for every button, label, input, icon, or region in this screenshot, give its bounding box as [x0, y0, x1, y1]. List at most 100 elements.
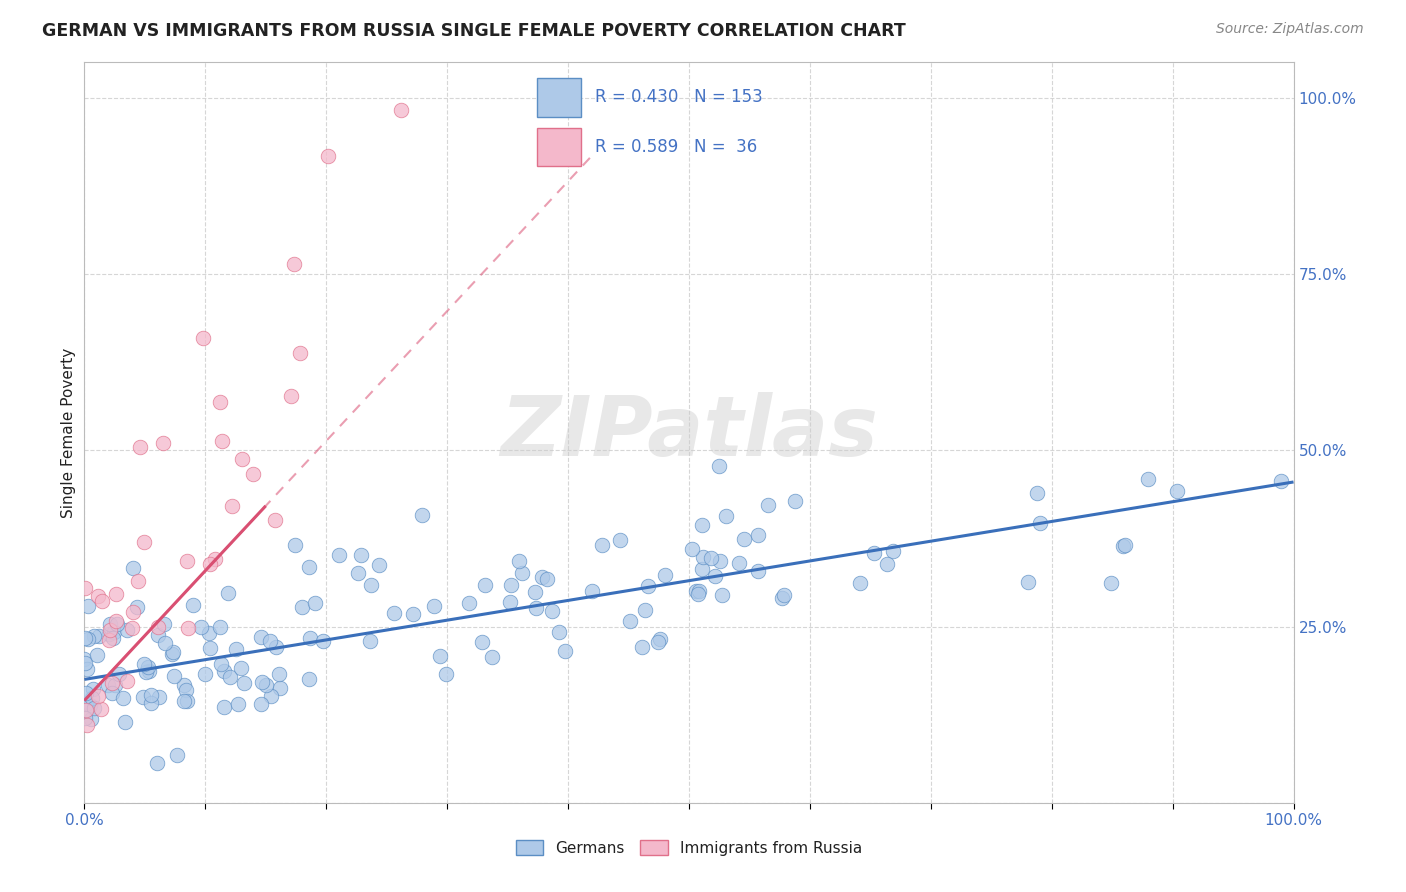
Point — [132, 657, 155, 671]
Point — [254, 678, 277, 692]
Point — [86, 648, 108, 662]
Point — [360, 578, 382, 592]
Point — [194, 667, 217, 681]
Point — [328, 549, 350, 563]
Point — [471, 635, 494, 649]
Point — [269, 681, 291, 695]
Point — [221, 500, 243, 514]
Point — [208, 394, 231, 409]
Point — [242, 467, 264, 481]
Point — [214, 665, 236, 679]
Point — [101, 631, 124, 645]
Point — [200, 557, 222, 571]
Point — [176, 694, 198, 708]
Point — [536, 572, 558, 586]
Point — [711, 588, 734, 602]
Point — [177, 621, 200, 635]
Point — [98, 624, 121, 638]
Y-axis label: Single Female Poverty: Single Female Poverty — [60, 348, 76, 517]
Point — [733, 532, 755, 546]
Point — [389, 103, 412, 117]
Point — [111, 691, 134, 706]
Point — [75, 698, 97, 712]
Point — [382, 606, 405, 620]
Point — [76, 599, 98, 613]
Point — [211, 434, 233, 449]
Point — [499, 595, 522, 609]
Point — [1099, 576, 1122, 591]
Point — [524, 584, 547, 599]
Point — [139, 696, 162, 710]
Point — [863, 546, 886, 560]
Point — [105, 617, 128, 632]
Point — [264, 640, 287, 654]
Point — [634, 603, 657, 617]
Point — [131, 690, 153, 704]
Point — [75, 685, 97, 699]
Point — [127, 574, 149, 589]
Point — [162, 645, 184, 659]
Point — [183, 598, 205, 612]
Point — [1136, 472, 1159, 486]
Point — [73, 582, 96, 596]
Point — [541, 603, 564, 617]
Point — [79, 698, 101, 713]
Point — [1026, 486, 1049, 500]
Point — [692, 549, 714, 564]
Legend: Germans, Immigrants from Russia: Germans, Immigrants from Russia — [509, 834, 869, 862]
Point — [260, 690, 283, 704]
Point — [148, 690, 170, 705]
Point — [76, 632, 98, 647]
Point — [709, 554, 731, 568]
Point — [747, 528, 769, 542]
Point — [198, 641, 221, 656]
Point — [367, 558, 389, 572]
Point — [229, 660, 252, 674]
Point — [1270, 474, 1292, 488]
Point — [141, 688, 163, 702]
Point — [288, 346, 311, 360]
Point — [73, 711, 96, 725]
Point — [298, 560, 321, 574]
Point — [291, 599, 314, 614]
Point — [699, 551, 721, 566]
Point — [250, 630, 273, 644]
Point — [316, 149, 339, 163]
Point — [882, 544, 904, 558]
Point — [747, 564, 769, 578]
Point — [145, 756, 167, 770]
Point — [1112, 539, 1135, 553]
Point — [138, 665, 160, 679]
Point — [73, 652, 96, 666]
Point — [637, 579, 659, 593]
Point — [591, 538, 613, 552]
Point — [208, 620, 231, 634]
Point — [82, 691, 104, 706]
Point — [146, 620, 169, 634]
Point — [609, 533, 631, 547]
Point — [76, 718, 98, 732]
Point — [76, 662, 98, 676]
Point — [217, 586, 239, 600]
Point — [259, 634, 281, 648]
Point — [104, 678, 127, 692]
Point — [101, 675, 124, 690]
Point — [134, 535, 156, 549]
Point — [284, 538, 307, 552]
Point — [121, 621, 143, 635]
Point — [548, 625, 571, 640]
Point — [499, 577, 522, 591]
Point — [83, 701, 105, 715]
Point — [209, 657, 232, 672]
Point — [685, 584, 707, 599]
Point — [87, 689, 110, 703]
Point — [87, 629, 110, 643]
Point — [709, 459, 731, 474]
Point — [401, 607, 423, 621]
Point — [146, 628, 169, 642]
Point — [1029, 516, 1052, 530]
Point — [359, 633, 381, 648]
Point — [152, 435, 174, 450]
Point — [783, 493, 806, 508]
Point — [250, 697, 273, 711]
